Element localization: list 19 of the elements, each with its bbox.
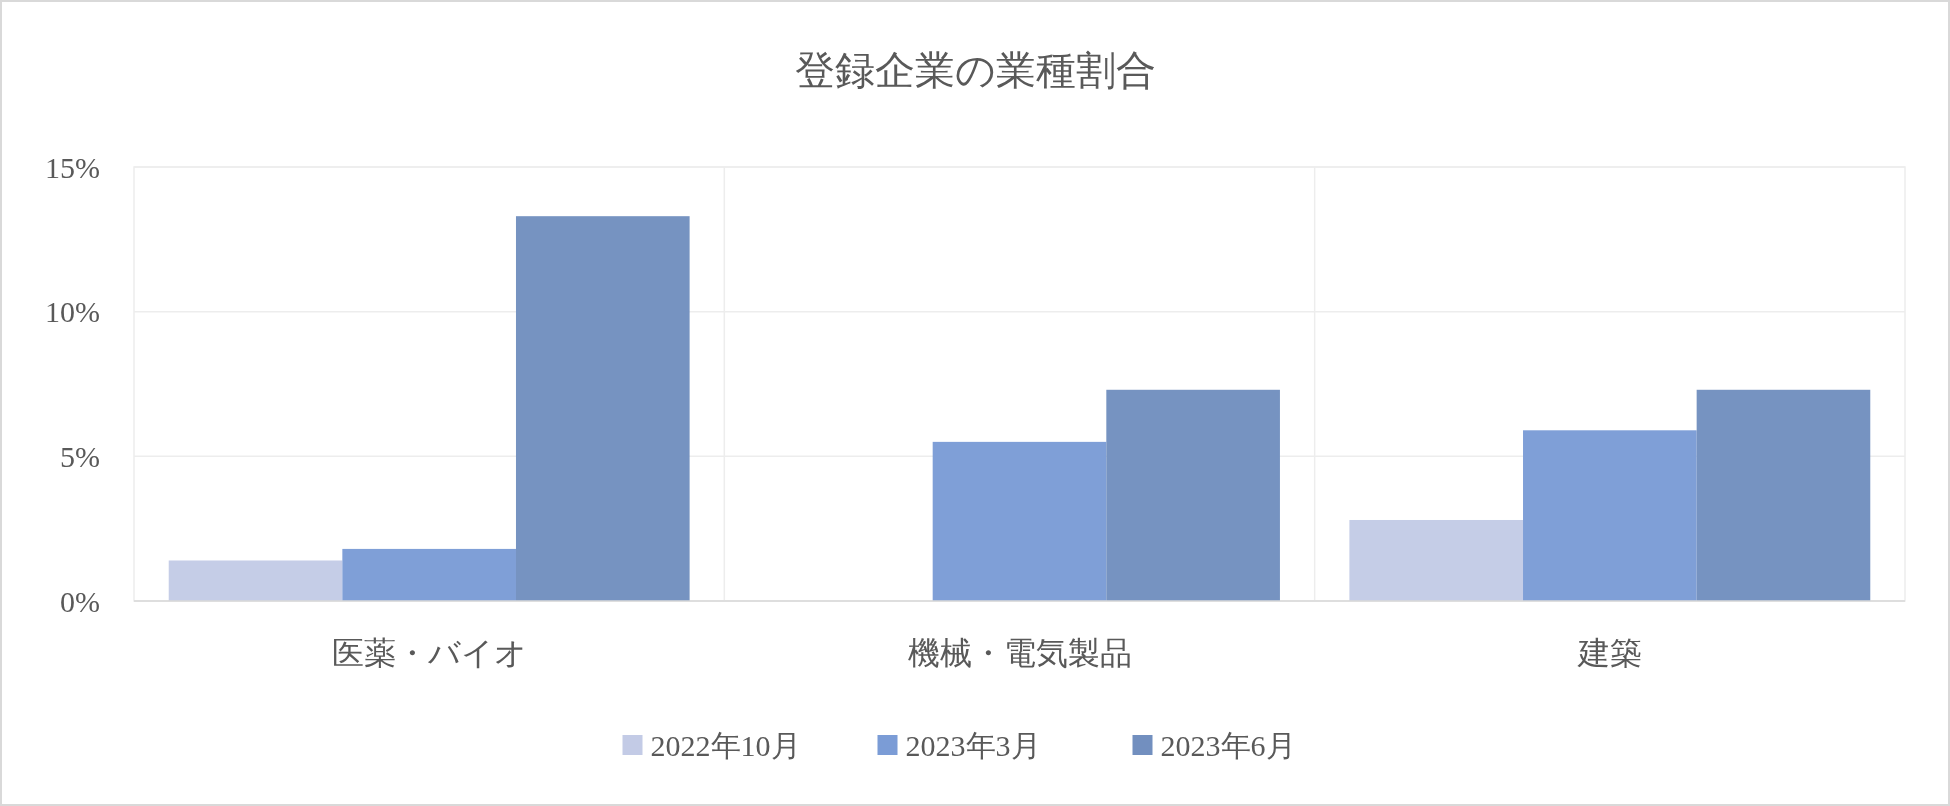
bar (515, 216, 690, 601)
x-tick-label: 機械・電気製品 (907, 635, 1132, 671)
y-tick-label: 5% (60, 439, 100, 473)
bar (932, 441, 1107, 601)
bar (168, 560, 343, 601)
x-tick-label: 建築 (1576, 635, 1642, 671)
legend-label: 2023年3月 (905, 728, 1041, 762)
bar (1523, 430, 1697, 601)
bar (1349, 519, 1524, 601)
y-tick-label: 0% (60, 584, 100, 618)
x-tick-label: 医薬・バイオ (331, 635, 527, 671)
bar (1696, 389, 1871, 601)
y-tick-label: 15% (45, 150, 100, 184)
bar (1106, 389, 1280, 601)
y-tick-label: 10% (45, 295, 100, 329)
bar (342, 548, 516, 601)
chart-title: 登録企業の業種割合 (794, 48, 1156, 93)
legend-label: 2022年10月 (650, 728, 801, 762)
legend-label: 2023年6月 (1160, 728, 1296, 762)
